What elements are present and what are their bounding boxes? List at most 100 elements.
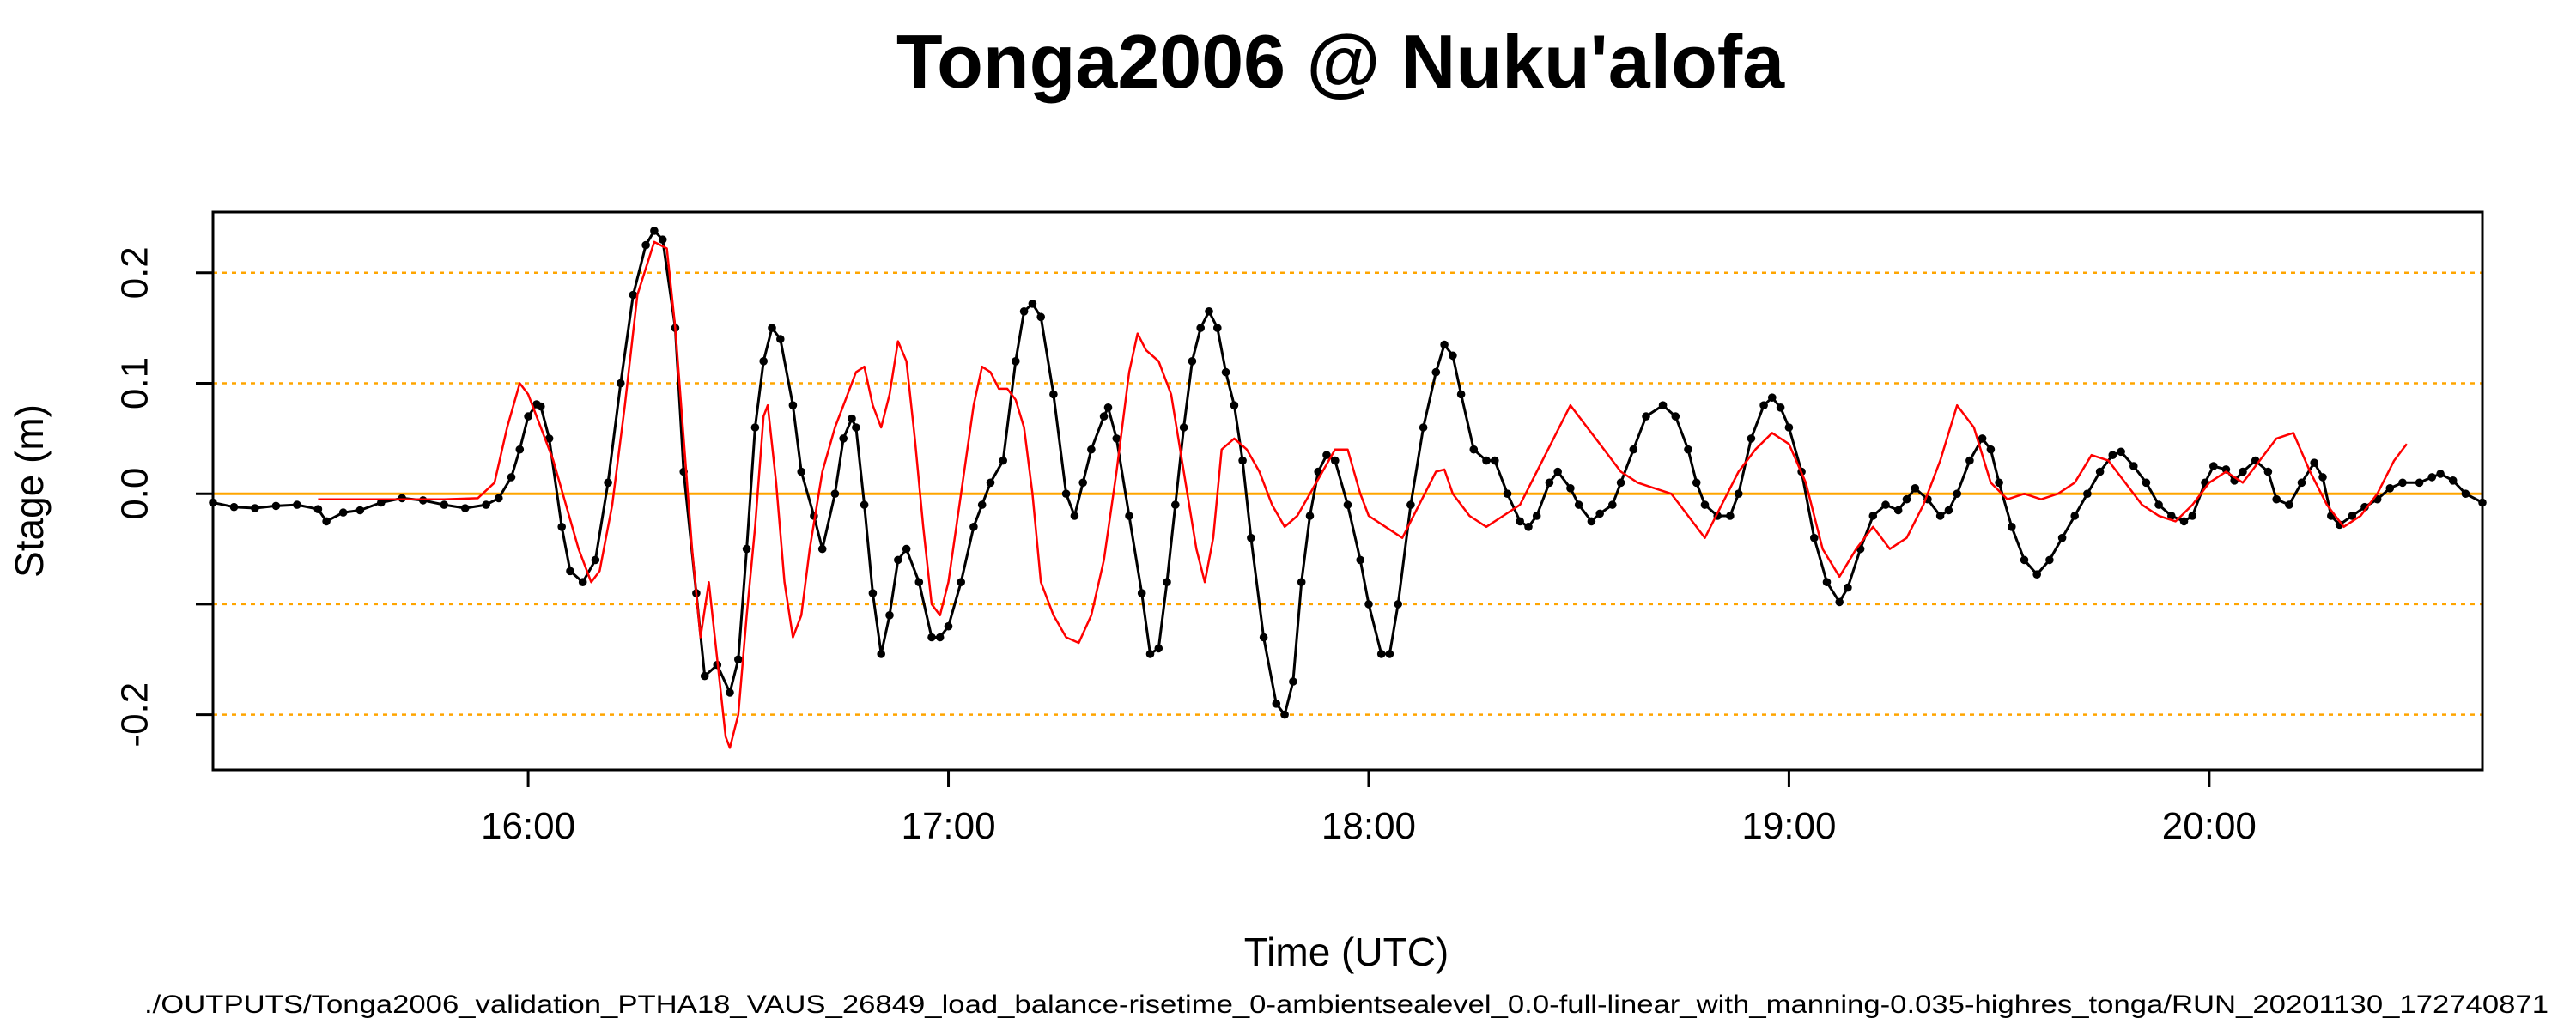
series-1-point bbox=[1810, 534, 1819, 542]
series-1-point bbox=[592, 556, 600, 565]
series-1-point bbox=[440, 500, 448, 509]
series-1-point bbox=[272, 502, 281, 511]
x-tick-label: 20:00 bbox=[2162, 805, 2257, 847]
series-1-point bbox=[1491, 457, 1499, 465]
series-1-point bbox=[1306, 512, 1315, 520]
series-1-point bbox=[2318, 473, 2327, 482]
series-1-point bbox=[1903, 495, 1911, 504]
series-1-point bbox=[927, 633, 936, 642]
series-1-point bbox=[2310, 458, 2318, 467]
series-1-point bbox=[701, 672, 709, 681]
series-1-point bbox=[2264, 468, 2273, 476]
series-1-point bbox=[2462, 489, 2470, 498]
series-1-point bbox=[1608, 500, 1617, 509]
series-1-point bbox=[1289, 677, 1297, 686]
series-1-point bbox=[1125, 512, 1133, 520]
series-1-point bbox=[2398, 479, 2407, 488]
reference-lines bbox=[213, 273, 2482, 715]
series-1-point bbox=[1588, 518, 1596, 526]
series-1-point bbox=[1163, 578, 1171, 586]
series-1-point bbox=[869, 589, 878, 597]
series-1-point bbox=[936, 633, 945, 642]
series-1-point bbox=[726, 688, 734, 697]
plot-frame bbox=[213, 212, 2482, 770]
series-1-point bbox=[1180, 423, 1188, 432]
series-1-point bbox=[641, 241, 650, 250]
x-axis-label: Time (UTC) bbox=[1244, 930, 1449, 974]
series-1-point bbox=[2117, 448, 2125, 457]
series-1-point bbox=[1881, 500, 1890, 509]
series-1-point bbox=[1553, 468, 1562, 476]
series-1-point bbox=[1672, 412, 1680, 421]
series-1-point bbox=[1692, 479, 1701, 488]
x-axis: 16:00 17:00 18:00 19:00 20:00 bbox=[481, 770, 2257, 847]
series-1-point bbox=[507, 473, 516, 482]
series-1-point bbox=[1642, 412, 1650, 421]
y-tick-label: -0.2 bbox=[114, 682, 156, 748]
series-1-point bbox=[2449, 476, 2458, 485]
series-1-point bbox=[557, 523, 566, 531]
series-1-point bbox=[251, 504, 259, 512]
series-1-point bbox=[1432, 368, 1441, 377]
series-1-point bbox=[495, 494, 503, 503]
series-1-point bbox=[1978, 434, 1987, 443]
series-1-point bbox=[1987, 445, 1996, 454]
series-1-point bbox=[1205, 307, 1213, 316]
series-1-point bbox=[1440, 341, 1449, 349]
series-1-point bbox=[1344, 500, 1352, 509]
series-1-point bbox=[1377, 650, 1386, 658]
y-tick-label: 0.2 bbox=[114, 246, 156, 299]
series-1-point bbox=[482, 500, 490, 509]
series-1-point bbox=[1747, 434, 1756, 443]
series-1-point bbox=[1364, 600, 1373, 609]
series-1-point bbox=[579, 578, 587, 586]
x-tick-label: 16:00 bbox=[481, 805, 575, 847]
series-1-point bbox=[2180, 518, 2189, 526]
series-1-point bbox=[2285, 500, 2293, 509]
series-1-point bbox=[1087, 445, 1096, 454]
series-1-point bbox=[1894, 506, 1903, 515]
series-1-point bbox=[818, 545, 827, 554]
series-1-point bbox=[537, 403, 545, 411]
series-1-point bbox=[1701, 500, 1710, 509]
series-1-point bbox=[877, 650, 885, 658]
series-1-point bbox=[1504, 489, 1512, 498]
series-1-point bbox=[751, 423, 760, 432]
series-1-point bbox=[734, 656, 743, 664]
series-1-point bbox=[1146, 650, 1155, 658]
series-1-point bbox=[860, 500, 869, 509]
series-1-point bbox=[1735, 489, 1743, 498]
series-1-point bbox=[1188, 357, 1197, 366]
series-1-point bbox=[398, 494, 406, 503]
series-1-point bbox=[1470, 445, 1479, 454]
x-tick-label: 19:00 bbox=[1741, 805, 1836, 847]
series-1-point bbox=[1280, 711, 1289, 719]
series-1-point bbox=[1049, 391, 1058, 399]
series-1-point bbox=[1546, 479, 1554, 488]
series-1-point bbox=[831, 489, 840, 498]
series-1-point bbox=[1533, 512, 1541, 520]
series-1-point bbox=[2298, 479, 2306, 488]
series-1-point bbox=[1965, 457, 1974, 465]
x-tick-label: 18:00 bbox=[1321, 805, 1416, 847]
series-1-point bbox=[1078, 479, 1087, 488]
series-1-point bbox=[2386, 484, 2395, 493]
series-1-point bbox=[969, 523, 978, 531]
series-1-point bbox=[2032, 570, 2041, 579]
series-1-point bbox=[566, 567, 574, 576]
series-1-point bbox=[915, 578, 924, 586]
y-axis: -0.2 0.0 0.1 0.2 bbox=[114, 246, 213, 747]
series-1-point bbox=[987, 479, 995, 488]
series-1-point bbox=[2436, 470, 2445, 478]
series-1-point bbox=[1869, 512, 1878, 520]
series-1-point bbox=[839, 434, 848, 443]
series-1-point bbox=[2428, 473, 2437, 482]
series-1-point bbox=[2415, 479, 2424, 488]
series-1-point bbox=[1759, 401, 1768, 409]
series-1-point bbox=[1936, 512, 1945, 520]
series-1-point bbox=[1953, 489, 1961, 498]
series-1-point bbox=[2058, 534, 2067, 542]
series-1-point bbox=[1844, 584, 1852, 592]
series-1-point bbox=[1945, 506, 1953, 515]
